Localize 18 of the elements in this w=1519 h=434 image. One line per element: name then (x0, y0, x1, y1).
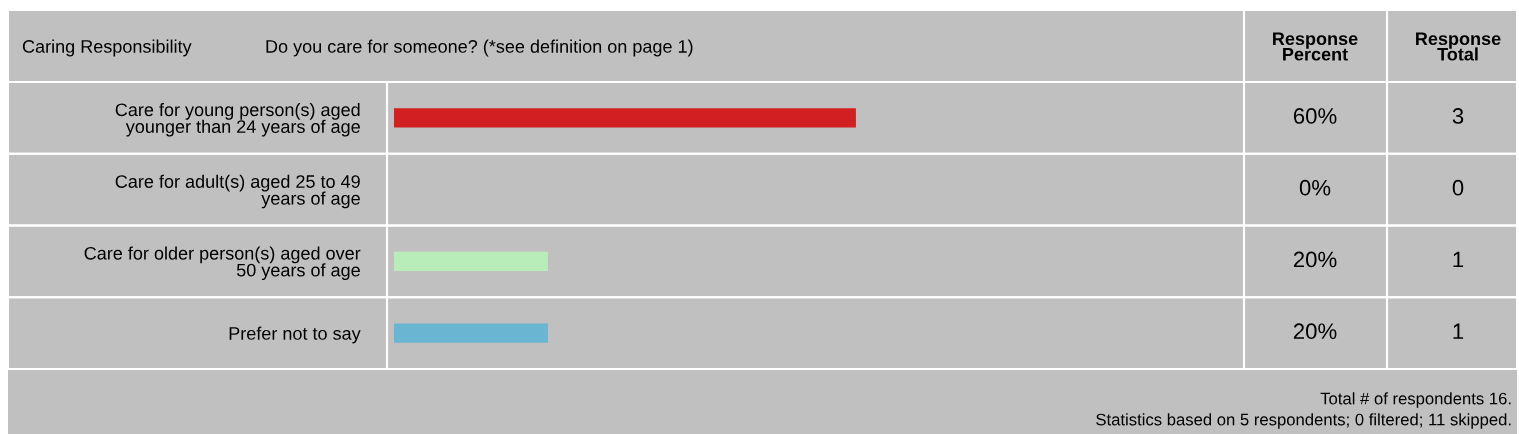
data-label: 60% (1293, 108, 1337, 124)
text: 3 (1452, 108, 1464, 124)
text: Caring Responsibility (22, 39, 192, 57)
data-label: 20% (1293, 251, 1337, 268)
text: Response Total (1416, 32, 1501, 61)
data-label: 20% (1293, 323, 1337, 340)
text: Response Percent (1273, 32, 1358, 61)
data-label: 0% (1299, 179, 1331, 196)
text: Statistics based on 5 respondents; 0 filtered; 11 skipped. (1096, 413, 1511, 429)
y-tick-label: Care for adult(s) aged 25 to 49 years of age (115, 174, 360, 209)
y-tick-label: Care for young person(s) aged younger than 24 years of age (115, 102, 360, 137)
text: 1 (1453, 251, 1464, 268)
y-tick-label: Care for older person(s) aged over 50 years of age (84, 246, 361, 281)
text: Total # of respondents 16. (1320, 392, 1511, 408)
text: 1 (1453, 323, 1464, 339)
text: 0 (1452, 179, 1464, 196)
y-tick-label: Prefer not to say (229, 326, 361, 344)
chart-subtitle: Do you care for someone? (*see definition on page 1) (266, 39, 693, 57)
